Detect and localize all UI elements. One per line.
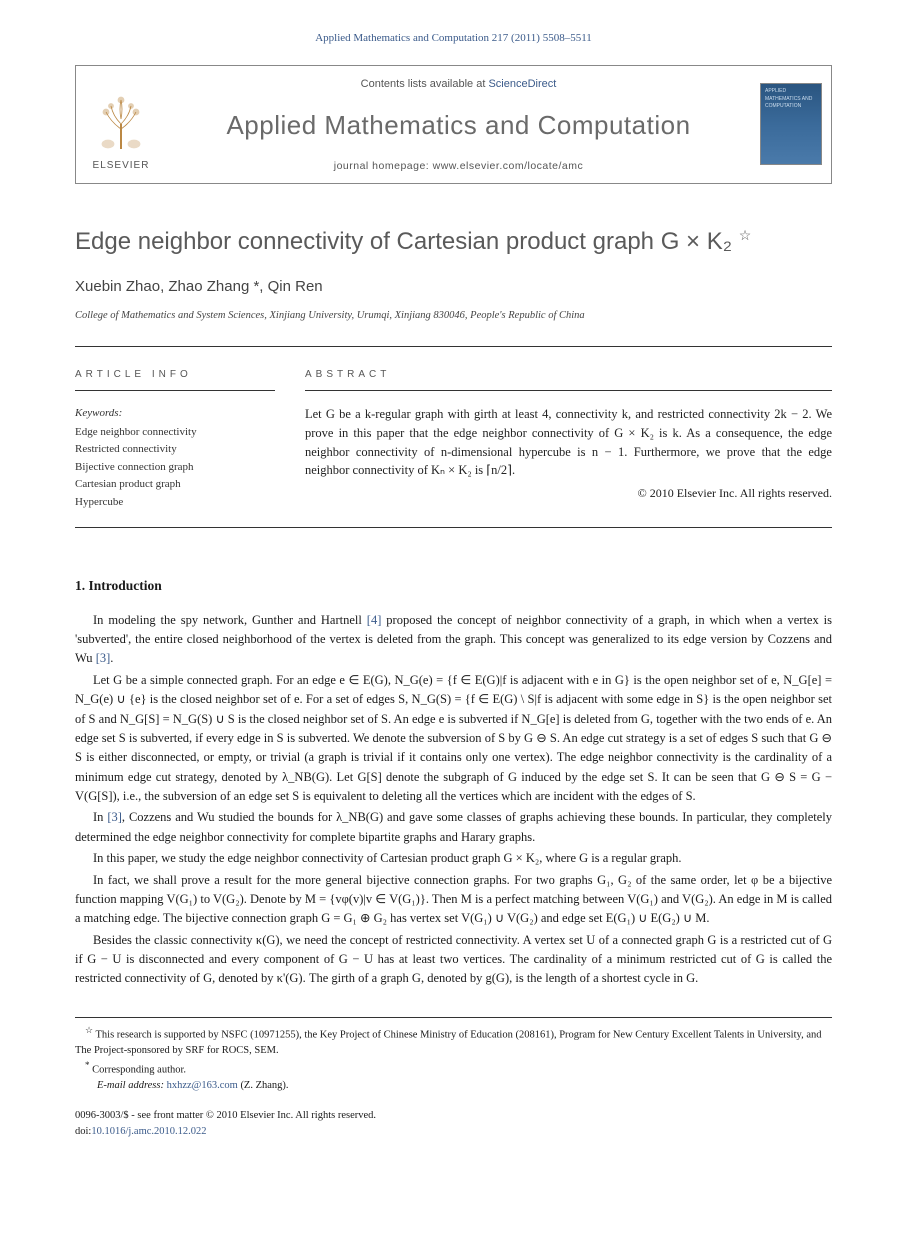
doi-line: doi:10.1016/j.amc.2010.12.022 xyxy=(75,1124,832,1140)
doi-link[interactable]: 10.1016/j.amc.2010.12.022 xyxy=(91,1126,206,1137)
title-text: Edge neighbor connectivity of Cartesian … xyxy=(75,228,739,255)
publisher-logo-cell: ELSEVIER xyxy=(76,66,166,183)
sciencedirect-link[interactable]: ScienceDirect xyxy=(488,78,556,90)
abstract-text: Let G be a k-regular graph with girth at… xyxy=(305,405,832,480)
journal-name: Applied Mathematics and Computation xyxy=(174,106,743,145)
issn-copyright: 0096-3003/$ - see front matter © 2010 El… xyxy=(75,1108,832,1124)
title-footnote-star: ☆ xyxy=(739,227,752,243)
footnotes: ☆ This research is supported by NSFC (10… xyxy=(75,1017,832,1094)
abstract-copyright: © 2010 Elsevier Inc. All rights reserved… xyxy=(305,484,832,502)
para-text: , Cozzens and Wu studied the bounds for … xyxy=(75,810,832,843)
publisher-name: ELSEVIER xyxy=(93,158,150,173)
keyword-item: Edge neighbor connectivity xyxy=(75,424,275,442)
affiliation: College of Mathematics and System Scienc… xyxy=(75,308,832,324)
asterisk-icon: * xyxy=(85,1060,90,1070)
body-paragraph: Besides the classic connectivity κ(G), w… xyxy=(75,931,832,989)
journal-citation: Applied Mathematics and Computation 217 … xyxy=(75,30,832,47)
keywords-heading: Keywords: xyxy=(75,405,275,422)
author-list: Xuebin Zhao, Zhao Zhang *, Qin Ren xyxy=(75,276,832,299)
footnote-funding: ☆ This research is supported by NSFC (10… xyxy=(75,1024,832,1059)
divider xyxy=(75,527,832,528)
keyword-item: Cartesian product graph xyxy=(75,476,275,494)
star-icon: ☆ xyxy=(85,1025,93,1035)
footnote-email: E-mail address: hxhzz@163.com (Z. Zhang)… xyxy=(75,1078,832,1094)
keyword-item: Hypercube xyxy=(75,494,275,512)
footnote-text: This research is supported by NSFC (1097… xyxy=(75,1029,821,1056)
keywords-list: Edge neighbor connectivity Restricted co… xyxy=(75,424,275,512)
abstract-column: ABSTRACT Let G be a k-regular graph with… xyxy=(305,347,832,511)
citation-link[interactable]: [3] xyxy=(107,810,122,824)
body-paragraph: In this paper, we study the edge neighbo… xyxy=(75,849,832,868)
article-title: Edge neighbor connectivity of Cartesian … xyxy=(75,224,832,260)
keyword-item: Restricted connectivity xyxy=(75,441,275,459)
footer-meta: 0096-3003/$ - see front matter © 2010 El… xyxy=(75,1108,832,1140)
footnote-corresponding: * Corresponding author. xyxy=(75,1059,832,1078)
journal-homepage: journal homepage: www.elsevier.com/locat… xyxy=(174,159,743,175)
para-text: In modeling the spy network, Gunther and… xyxy=(93,613,367,627)
article-info-label: ARTICLE INFO xyxy=(75,367,275,391)
para-text: . xyxy=(110,651,113,665)
header-center: Contents lists available at ScienceDirec… xyxy=(166,66,751,183)
body-paragraph: Let G be a simple connected graph. For a… xyxy=(75,671,832,807)
contents-available-line: Contents lists available at ScienceDirec… xyxy=(174,76,743,93)
email-label: E-mail address: xyxy=(97,1080,167,1091)
journal-cover-thumbnail: APPLIED MATHEMATICS AND COMPUTATION xyxy=(760,83,822,165)
para-text: In xyxy=(93,810,107,824)
contents-text: Contents lists available at xyxy=(361,78,489,90)
footnote-text: Corresponding author. xyxy=(92,1064,186,1075)
email-suffix: (Z. Zhang). xyxy=(238,1080,289,1091)
journal-header: ELSEVIER Contents lists available at Sci… xyxy=(75,65,832,184)
body-paragraph: In fact, we shall prove a result for the… xyxy=(75,871,832,929)
info-abstract-row: ARTICLE INFO Keywords: Edge neighbor con… xyxy=(75,347,832,511)
section-heading-introduction: 1. Introduction xyxy=(75,576,832,596)
body-paragraph: In modeling the spy network, Gunther and… xyxy=(75,611,832,669)
body-paragraph: In [3], Cozzens and Wu studied the bound… xyxy=(75,808,832,847)
article-info-column: ARTICLE INFO Keywords: Edge neighbor con… xyxy=(75,347,275,511)
citation-link[interactable]: [4] xyxy=(367,613,382,627)
citation-link[interactable]: [3] xyxy=(96,651,111,665)
abstract-label: ABSTRACT xyxy=(305,367,832,391)
cover-thumbnail-cell: APPLIED MATHEMATICS AND COMPUTATION xyxy=(751,66,831,183)
elsevier-tree-icon xyxy=(91,94,151,154)
keyword-item: Bijective connection graph xyxy=(75,459,275,477)
doi-label: doi: xyxy=(75,1126,91,1137)
email-link[interactable]: hxhzz@163.com xyxy=(167,1080,238,1091)
